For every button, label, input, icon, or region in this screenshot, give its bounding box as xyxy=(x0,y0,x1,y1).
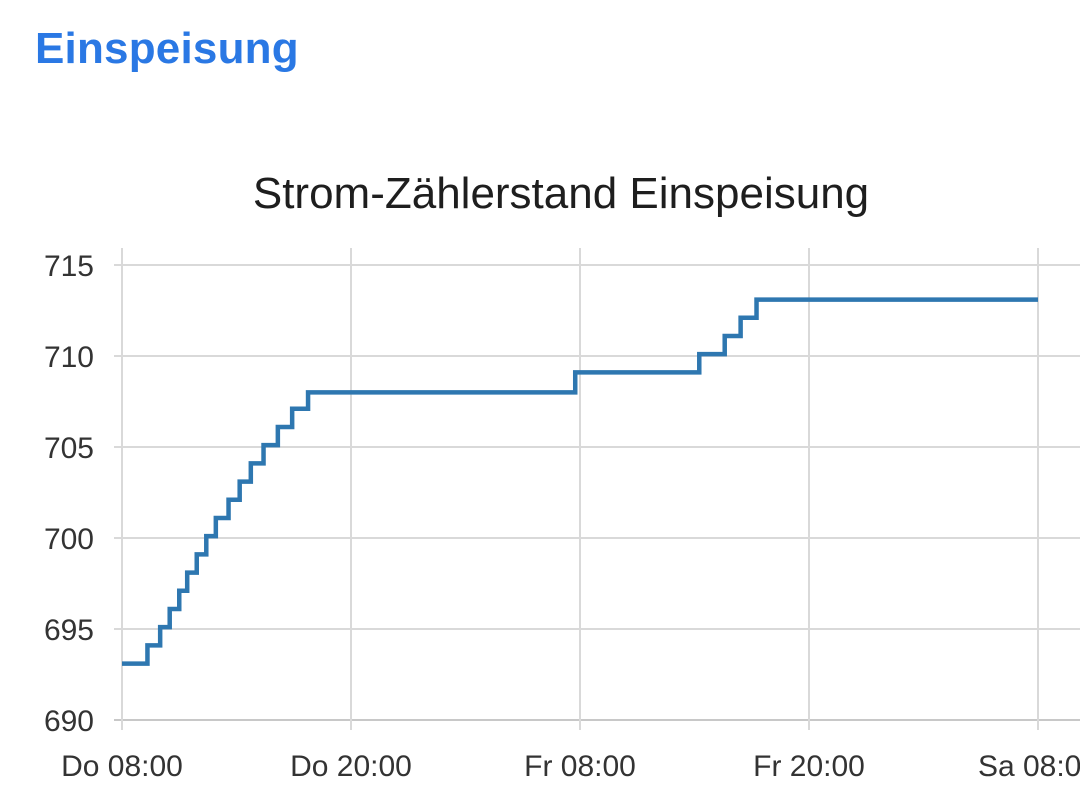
x-axis: Do 08:00 Do 20:00 Fr 08:00 Fr 20:00 Sa 08:00 xyxy=(61,750,1080,783)
grid xyxy=(114,248,1080,730)
x-tick-label: Fr 08:00 xyxy=(524,750,636,783)
y-tick-label: 700 xyxy=(44,523,94,556)
x-tick-label: Fr 20:00 xyxy=(753,750,865,783)
x-tick-label: Do 08:00 xyxy=(61,750,183,783)
y-tick-label: 710 xyxy=(44,341,94,374)
chart-title: Strom-Zählerstand Einspeisung xyxy=(253,169,869,218)
plot-area xyxy=(122,297,1038,666)
y-tick-label: 695 xyxy=(44,614,94,647)
y-tick-label: 715 xyxy=(44,250,94,283)
y-tick-label: 690 xyxy=(44,705,94,738)
y-tick-label: 705 xyxy=(44,432,94,465)
y-axis: 690 695 700 705 710 715 xyxy=(44,250,94,738)
page-title: Einspeisung xyxy=(35,24,299,73)
x-tick-label: Sa 08:00 xyxy=(978,750,1080,783)
x-tick-label: Do 20:00 xyxy=(290,750,412,783)
series-line xyxy=(122,297,1038,666)
